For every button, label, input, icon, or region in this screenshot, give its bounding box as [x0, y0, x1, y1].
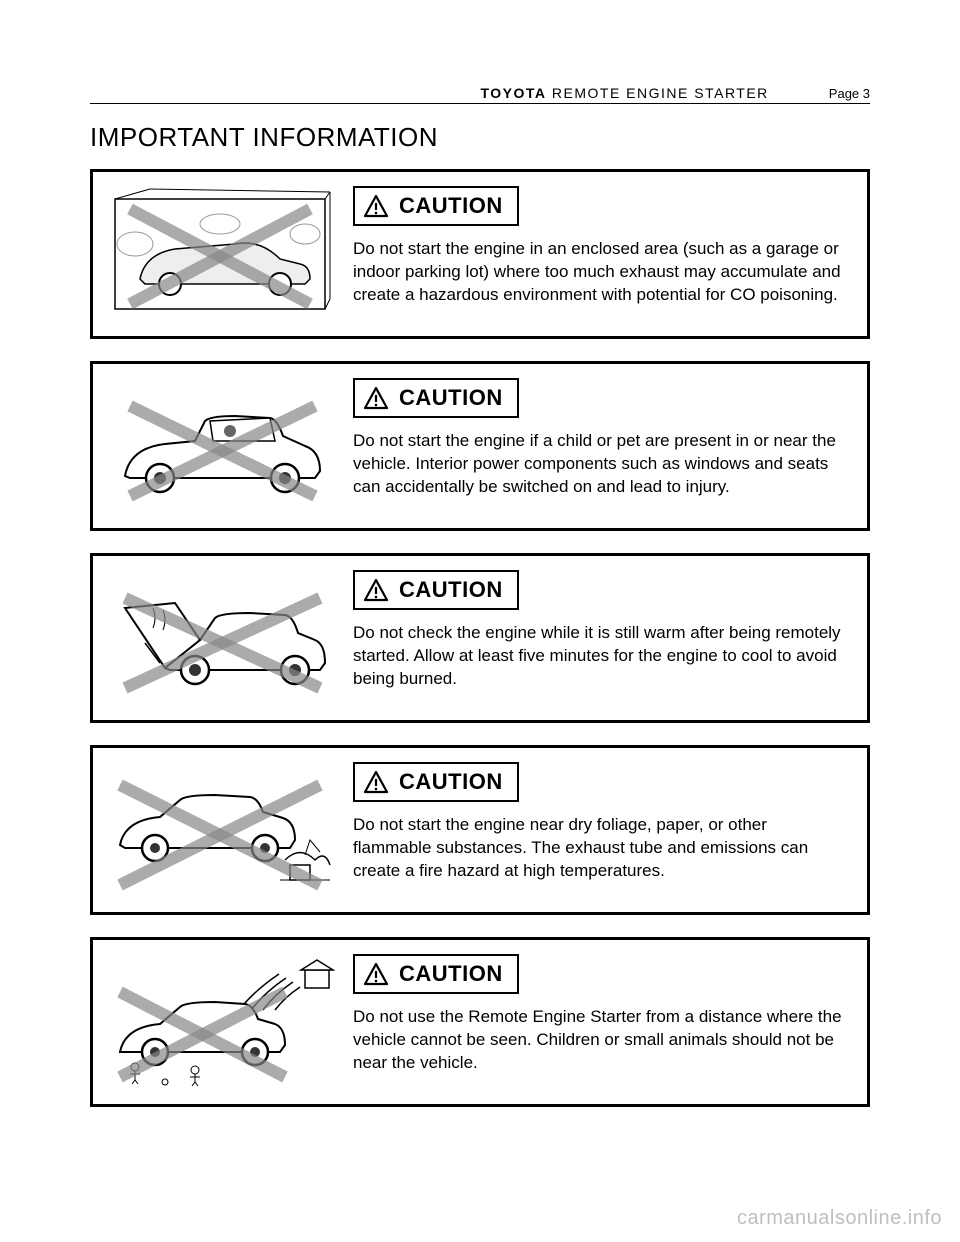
car-occupant-icon	[105, 376, 335, 516]
caution-label: CAUTION	[399, 577, 503, 603]
caution-badge: CAUTION	[353, 186, 519, 226]
caution-text: Do not use the Remote Engine Starter fro…	[353, 1006, 849, 1075]
caution-box-3: CAUTION Do not check the engine while it…	[90, 553, 870, 723]
page-header: TOYOTA REMOTE ENGINE STARTER Page 3	[90, 85, 870, 104]
caution-label: CAUTION	[399, 385, 503, 411]
illustration-child-pet	[105, 376, 335, 516]
page-number: Page 3	[829, 86, 870, 101]
caution-badge: CAUTION	[353, 762, 519, 802]
caution-box-4: CAUTION Do not start the engine near dry…	[90, 745, 870, 915]
car-hood-open-icon	[105, 568, 335, 708]
brand-bold: TOYOTA	[480, 85, 546, 101]
caution-content: CAUTION Do not use the Remote Engine Sta…	[353, 952, 849, 1075]
caution-content: CAUTION Do not start the engine near dry…	[353, 760, 849, 883]
document-page: TOYOTA REMOTE ENGINE STARTER Page 3 IMPO…	[0, 0, 960, 1169]
caution-badge: CAUTION	[353, 378, 519, 418]
illustration-enclosed-garage	[105, 184, 335, 324]
caution-content: CAUTION Do not start the engine if a chi…	[353, 376, 849, 499]
caution-content: CAUTION Do not start the engine in an en…	[353, 184, 849, 307]
watermark: carmanualsonline.info	[737, 1207, 942, 1230]
section-title: IMPORTANT INFORMATION	[90, 122, 870, 153]
brand-light: REMOTE ENGINE STARTER	[552, 85, 769, 101]
car-garage-icon	[105, 184, 335, 324]
illustration-flammable	[105, 760, 335, 900]
caution-label: CAUTION	[399, 961, 503, 987]
warning-triangle-icon	[363, 770, 389, 794]
caution-box-2: CAUTION Do not start the engine if a chi…	[90, 361, 870, 531]
warning-triangle-icon	[363, 962, 389, 986]
car-remote-icon	[105, 952, 335, 1092]
header-brand: TOYOTA REMOTE ENGINE STARTER	[480, 85, 768, 101]
caution-text: Do not start the engine if a child or pe…	[353, 430, 849, 499]
warning-triangle-icon	[363, 578, 389, 602]
caution-box-5: CAUTION Do not use the Remote Engine Sta…	[90, 937, 870, 1107]
warning-triangle-icon	[363, 194, 389, 218]
caution-box-1: CAUTION Do not start the engine in an en…	[90, 169, 870, 339]
caution-label: CAUTION	[399, 193, 503, 219]
caution-text: Do not start the engine in an enclosed a…	[353, 238, 849, 307]
caution-badge: CAUTION	[353, 954, 519, 994]
caution-label: CAUTION	[399, 769, 503, 795]
caution-content: CAUTION Do not check the engine while it…	[353, 568, 849, 691]
illustration-hood-open	[105, 568, 335, 708]
warning-triangle-icon	[363, 386, 389, 410]
caution-text: Do not check the engine while it is stil…	[353, 622, 849, 691]
caution-badge: CAUTION	[353, 570, 519, 610]
caution-text: Do not start the engine near dry foliage…	[353, 814, 849, 883]
illustration-remote-distance	[105, 952, 335, 1092]
car-foliage-icon	[105, 760, 335, 900]
